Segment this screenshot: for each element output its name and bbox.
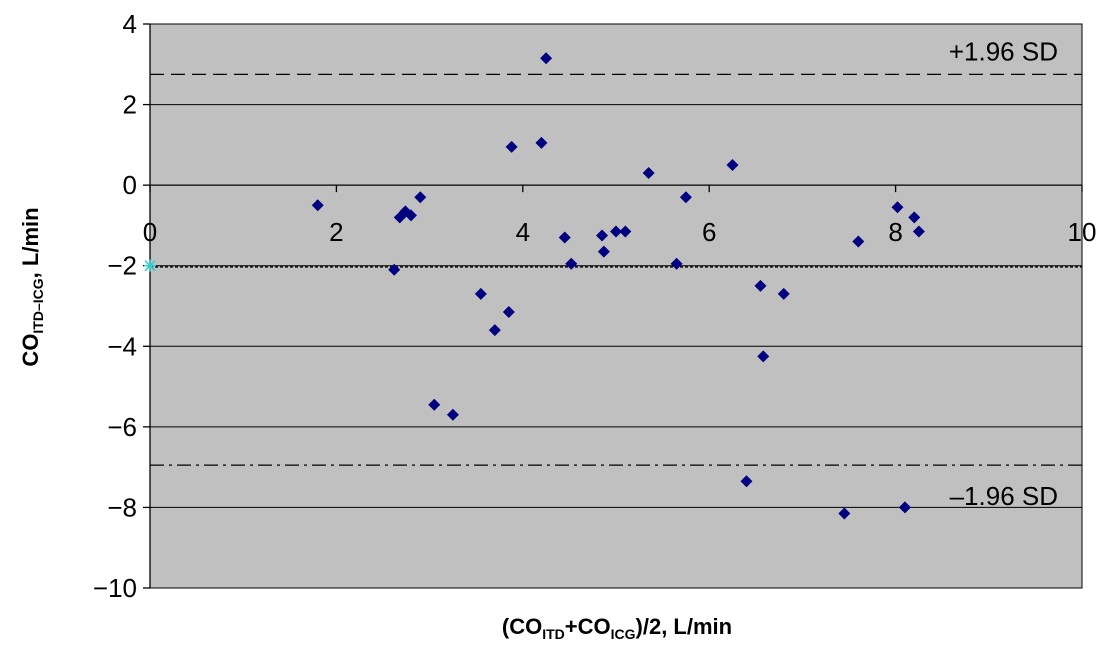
data-point (565, 257, 578, 270)
y-tick-label: −6 (107, 412, 137, 442)
data-point (488, 324, 501, 337)
data-point (740, 475, 753, 488)
x-tick-label: 10 (1068, 217, 1097, 247)
y-tick-label: −4 (107, 331, 137, 361)
reference-lines (150, 73, 1082, 466)
data-point (908, 211, 921, 224)
data-point (502, 306, 515, 319)
data-point (754, 279, 767, 292)
data-point (838, 507, 851, 520)
y-tick-label: −10 (93, 573, 137, 603)
x-tick-label: 8 (888, 217, 902, 247)
data-point (726, 159, 739, 171)
x-axis-title: (COITD+COICG)/2, L/min (502, 614, 732, 642)
tick-labels: 420−2−4−6−8−100 2 4 6 8 10 (93, 9, 1097, 603)
data-point (446, 408, 459, 421)
annotations: +1.96 SD –1.96 SD (949, 36, 1058, 511)
y-axis-title: COITD–ICG, L/min (18, 207, 46, 366)
data-point (852, 235, 865, 248)
data-point (535, 136, 548, 149)
data-point (898, 501, 911, 514)
data-point (642, 167, 655, 180)
data-point (388, 263, 401, 276)
y-tick-label: 0 (123, 170, 137, 200)
data-point (404, 209, 417, 222)
x-tick-label: 6 (702, 217, 716, 247)
data-point (912, 225, 925, 238)
data-point (311, 199, 324, 212)
y-tick-label: −8 (107, 492, 137, 522)
y-tick-label: −2 (107, 251, 137, 281)
data-point (777, 287, 790, 300)
data-point (757, 350, 770, 363)
data-point (891, 201, 904, 214)
data-point (619, 225, 632, 238)
data-point (679, 191, 692, 204)
y-tick-label: 4 (123, 9, 137, 39)
plot-area (149, 23, 1083, 589)
x-tick-label: 0 (143, 217, 157, 247)
data-point (596, 229, 609, 242)
data-point (558, 231, 571, 244)
data-point (414, 191, 427, 204)
data-point (540, 52, 553, 65)
data-point (670, 257, 683, 270)
axes (143, 23, 1083, 589)
data-point (597, 245, 610, 258)
data-point (610, 225, 622, 238)
annotation-upper-limit: +1.96 SD (949, 36, 1058, 66)
x-tick-label: 2 (329, 217, 343, 247)
data-point (474, 287, 487, 300)
mean-marker (144, 259, 156, 272)
data-point (428, 398, 441, 411)
data-point (505, 140, 518, 153)
x-tick-label: 4 (516, 217, 530, 247)
data-markers (144, 52, 925, 520)
annotation-lower-limit: –1.96 SD (950, 481, 1058, 511)
mean-marker-stroke (144, 260, 156, 272)
y-tick-label: 2 (123, 90, 137, 120)
grid-lines (150, 104, 1082, 508)
